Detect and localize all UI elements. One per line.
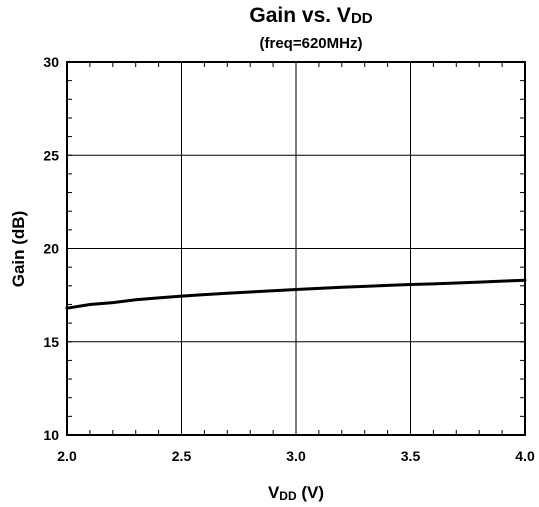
y-tick-label: 20 [43,241,59,257]
x-tick-label: 3.5 [401,448,421,464]
data-series [65,278,527,310]
grid-lines [67,62,525,435]
y-tick-label: 15 [43,334,59,350]
y-tick-label: 30 [43,54,59,70]
x-axis-label-subscript: DD [279,489,297,503]
x-axis-label-unit: (V) [297,483,324,502]
y-tick-label: 25 [43,147,59,163]
x-tick-label: 3.0 [286,448,306,464]
gain-series-line [65,278,527,310]
chart-subtitle: (freq=620MHz) [260,35,363,52]
chart-title-main: Gain vs. V [249,4,351,27]
x-axis-label: VDD (V) [268,483,324,503]
x-tick-label: 2.0 [57,448,77,464]
x-tick-labels: 2.0 2.5 3.0 3.5 4.0 [57,448,535,464]
y-tick-labels: 10 15 20 25 30 [43,54,59,443]
y-axis-label: Gain (dB) [9,211,28,288]
chart-title-subscript: DD [351,10,373,27]
x-tick-label: 2.5 [172,448,192,464]
x-tick-label: 4.0 [515,448,535,464]
x-axis-label-main: V [268,483,280,502]
y-tick-label: 10 [43,427,59,443]
plot-frame [66,61,526,436]
chart-title: Gain vs. VDD [249,4,372,27]
